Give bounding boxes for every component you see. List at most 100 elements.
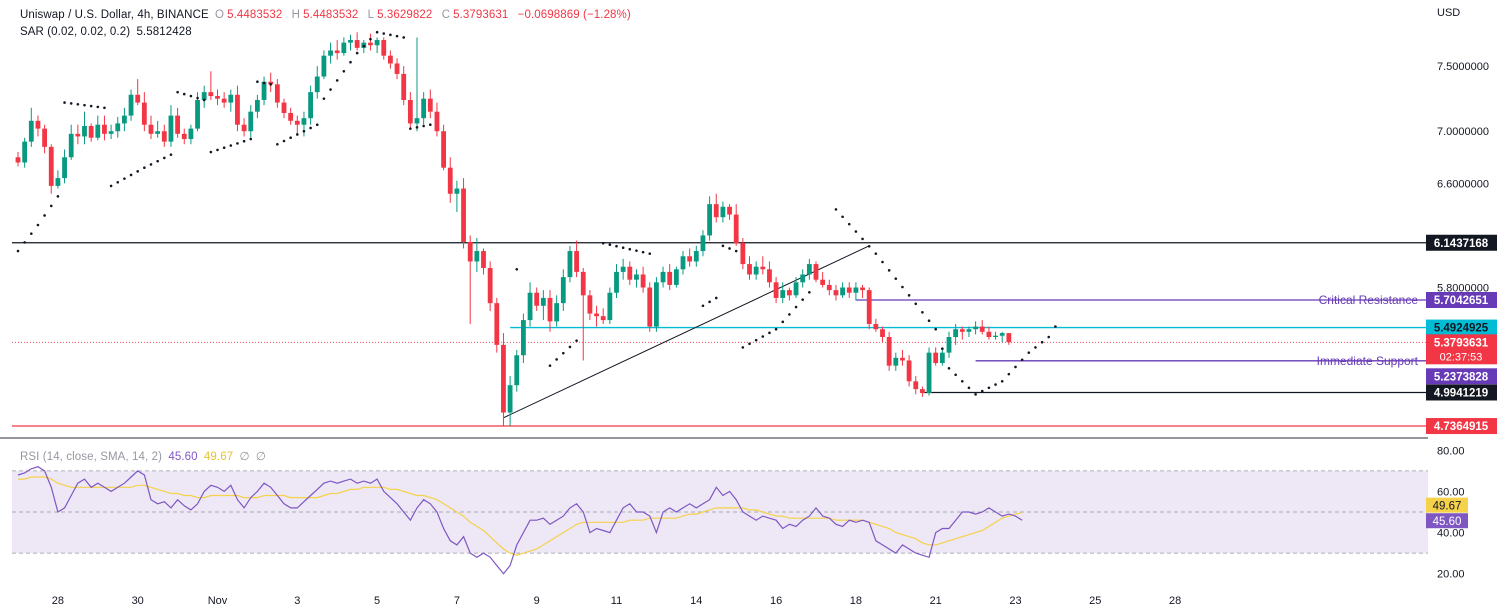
candle-body	[933, 352, 939, 364]
candle-body	[574, 251, 579, 272]
candle-body	[813, 264, 819, 280]
candle-body	[128, 94, 134, 116]
ohlc-low: L 5.3629822	[367, 9, 433, 21]
sar-dot	[322, 97, 326, 100]
candle-body	[820, 279, 826, 285]
candle-body	[999, 333, 1005, 336]
rsi-legend-value: 45.60	[168, 451, 198, 463]
sar-dot	[1054, 325, 1057, 328]
price-pane[interactable]: Critical Resistance Immediate Support	[12, 30, 1428, 427]
sar-dot	[714, 296, 718, 300]
price-axis-tick: 5.8000000	[1437, 283, 1489, 295]
sar-dot	[555, 358, 558, 361]
rsi-axis-tick: 60.00	[1437, 486, 1465, 498]
candle-body	[840, 287, 845, 296]
sar-dot	[56, 195, 60, 198]
sar-dot	[256, 80, 259, 84]
candle-body	[993, 335, 998, 338]
candle-body	[15, 157, 21, 163]
rsi-ma-line	[18, 476, 1023, 556]
candle-body	[188, 128, 194, 140]
countdown-label: 02:37:53	[1440, 351, 1483, 363]
rsi-pane[interactable]	[12, 466, 1428, 575]
candle-body	[394, 63, 400, 74]
candle-body	[42, 128, 47, 147]
candle-body	[261, 81, 267, 100]
price-axis-tick: 7.5000000	[1437, 61, 1489, 73]
sar-dot	[23, 241, 26, 244]
candle-body	[248, 111, 254, 132]
candle-body	[75, 133, 81, 137]
sar-dot	[103, 106, 106, 110]
candle-body	[700, 235, 706, 252]
sar-dot	[189, 94, 193, 98]
current-price-label: 5.3793631	[1434, 337, 1489, 349]
price-level-label: 5.7042651	[1434, 295, 1489, 307]
candle-body	[102, 124, 107, 134]
rsi-ma-legend-value: 49.67	[203, 451, 234, 463]
candle-body	[354, 40, 360, 48]
candle-body	[654, 282, 659, 327]
time-axis-tick: 30	[132, 595, 144, 606]
candle-body	[607, 292, 613, 321]
sar-dot	[329, 88, 332, 91]
sar-dot	[63, 101, 66, 104]
price-level-label: 5.2373828	[1434, 371, 1489, 383]
candle-body	[374, 40, 380, 46]
sar-dot	[994, 383, 997, 386]
sar-dot	[515, 267, 519, 271]
candle-body	[833, 290, 839, 296]
price-level-label: 6.1437168	[1434, 238, 1489, 250]
time-axis-tick: 11	[611, 595, 622, 606]
candle-body	[274, 84, 280, 103]
sar-dot	[967, 386, 971, 390]
time-axis-tick: 7	[454, 595, 460, 606]
candle-body	[321, 55, 327, 77]
candle-body	[447, 167, 453, 194]
sar-dot	[163, 156, 166, 160]
sar-dot	[748, 342, 751, 346]
sar-dot	[209, 150, 213, 154]
sar-dot	[76, 103, 80, 106]
ohlc-high: H 5.4483532	[291, 9, 359, 21]
sar-dot	[169, 153, 173, 156]
price-level-label-bg	[1426, 418, 1497, 435]
candle-body	[88, 126, 94, 138]
sar-dot	[249, 137, 253, 141]
sar-dot	[309, 126, 312, 130]
sar-dot	[262, 81, 266, 85]
sar-dot	[335, 79, 339, 82]
time-axis-tick: 23	[1009, 595, 1021, 606]
candle-body	[939, 352, 945, 364]
sar-dot	[568, 345, 572, 349]
sar-dot	[601, 241, 605, 245]
candle-body	[507, 385, 513, 413]
sar-dot	[30, 232, 33, 235]
price-level-label-bg	[1426, 291, 1497, 308]
candle-body	[733, 214, 739, 244]
rsi-value: 45.60	[1433, 516, 1462, 528]
price-level-label-bg	[1426, 368, 1497, 385]
candle-body	[979, 326, 985, 332]
time-axis-tick: 5	[374, 595, 380, 606]
sar-dot	[575, 339, 578, 342]
candle-body	[441, 131, 446, 168]
price-level-label-bg	[1426, 384, 1497, 401]
time-axis-tick: 21	[930, 595, 942, 606]
sar-dot	[36, 223, 40, 227]
candle-body	[673, 269, 679, 285]
sar-dot	[236, 142, 239, 145]
candle-body	[893, 357, 899, 366]
sar-dot	[149, 163, 153, 166]
price-level-label-bg	[1426, 234, 1497, 251]
sar-dot	[608, 243, 612, 247]
candle-body	[421, 98, 427, 119]
sar-dot	[768, 331, 771, 335]
candle-body	[540, 297, 546, 306]
sar-dot	[834, 208, 838, 211]
candle-body	[155, 131, 161, 134]
sar-dot	[881, 260, 884, 264]
candle-body	[767, 269, 772, 283]
sar-dot	[429, 123, 432, 127]
